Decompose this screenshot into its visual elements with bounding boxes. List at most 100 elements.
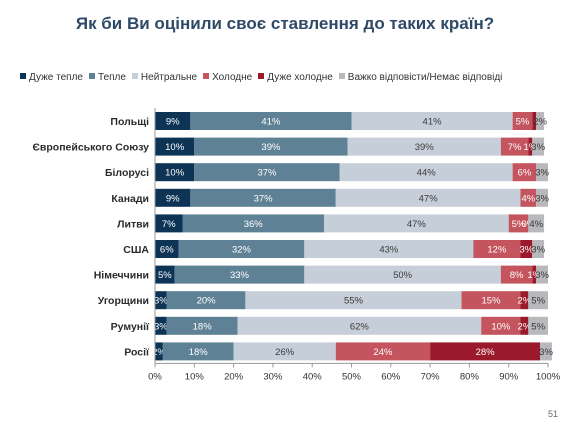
bar-segment [528, 137, 533, 156]
bar-segment [155, 112, 191, 130]
legend-item: Дуже тепле [20, 72, 83, 83]
bar-segment [536, 112, 545, 130]
data-label: 15% [482, 296, 502, 307]
data-label: 9% [166, 193, 180, 204]
data-label: 18% [193, 321, 213, 332]
legend-label: Дуже тепле [29, 72, 83, 83]
data-label: 3% [535, 193, 549, 204]
data-label: 50% [393, 270, 413, 281]
bar-segment [520, 316, 529, 335]
bar-segment [500, 265, 533, 284]
data-label: 55% [344, 296, 364, 307]
bar-segment [536, 163, 548, 182]
bar-segment [323, 214, 509, 233]
data-label: 39% [415, 142, 435, 153]
legend-item: Важко відповісти/Немає відповіді [338, 72, 502, 83]
data-label: 1% [527, 270, 541, 281]
data-label: 2% [152, 347, 166, 358]
x-tick-label: 30% [263, 371, 283, 382]
category-label: Білорусі [105, 167, 149, 179]
data-label: 43% [379, 245, 399, 256]
data-label: 28% [476, 347, 496, 358]
data-label: 20% [197, 296, 217, 307]
category-label: Румунії [111, 321, 150, 333]
legend-label: Тепле [97, 72, 126, 83]
x-tick-label: 80% [460, 371, 480, 382]
bar-segment [155, 240, 179, 258]
data-label: 1% [523, 142, 537, 153]
data-label: 3% [535, 270, 549, 281]
page-number: 51 [547, 409, 558, 419]
data-label: 7% [162, 219, 176, 230]
data-label: 10% [165, 168, 185, 179]
x-tick-label: 50% [342, 371, 362, 382]
bar-segment [166, 316, 238, 335]
data-label: 2% [518, 321, 532, 332]
bar-segment [190, 188, 336, 207]
x-tick-label: 10% [185, 371, 205, 382]
data-label: 9% [166, 117, 180, 128]
bar-segment [512, 163, 537, 182]
data-label: 39% [261, 142, 281, 153]
bar-segment [536, 265, 548, 284]
data-label: 5% [516, 117, 530, 128]
data-label: 10% [491, 321, 511, 332]
data-label: 36% [244, 219, 264, 230]
bar-segment [351, 112, 513, 130]
bar-segment [473, 240, 521, 258]
data-label: 6% [160, 245, 174, 256]
data-label: 24% [373, 347, 393, 358]
x-tick-label: 70% [421, 371, 441, 382]
data-label: 2% [518, 296, 532, 307]
data-label: 3% [531, 245, 545, 256]
x-tick-label: 20% [224, 371, 244, 382]
bar-segment [304, 240, 474, 258]
bar-segment [528, 316, 548, 335]
bar-segment [166, 291, 246, 310]
legend-item: Дуже холодне [258, 72, 333, 83]
data-label: 10% [165, 142, 185, 153]
data-label: 44% [417, 168, 437, 179]
data-label: 41% [261, 117, 281, 128]
x-tick-label: 60% [381, 371, 401, 382]
bar-segment [182, 214, 324, 233]
legend-swatch [338, 73, 345, 79]
data-label: 32% [232, 245, 252, 256]
data-label: 4% [521, 193, 535, 204]
data-label: 12% [487, 245, 507, 256]
data-label: 4% [529, 219, 543, 230]
bar-segment [245, 291, 462, 310]
bar-segment [155, 188, 191, 207]
bar-segment [500, 137, 529, 156]
data-label: 47% [419, 193, 439, 204]
category-label: Угорщини [98, 295, 149, 307]
x-tick-label: 0% [148, 371, 162, 382]
bar-segment [481, 316, 521, 335]
bar-segment [155, 316, 167, 335]
bar-segment [540, 342, 552, 361]
category-label: Польщі [110, 116, 149, 128]
bar-segment [508, 214, 529, 233]
bar-segment [520, 291, 529, 310]
bar-segment [339, 163, 513, 182]
bar-segment [430, 342, 541, 361]
bar-segment [536, 188, 548, 207]
legend-item: Тепле [88, 72, 126, 83]
bar-segment [335, 188, 521, 207]
bar-segment [194, 137, 348, 156]
bar-segment [155, 137, 195, 156]
legend-item: Нейтральне [131, 72, 197, 83]
data-label: 6% [518, 168, 532, 179]
category-label: США [123, 244, 149, 256]
data-label: 3% [531, 142, 545, 153]
data-label: 3% [154, 296, 168, 307]
bar-segment [155, 214, 183, 233]
category-label: Росії [124, 346, 150, 358]
bar-segment [304, 265, 501, 284]
data-label: 47% [407, 219, 427, 230]
bar-segment [347, 137, 501, 156]
legend-swatch [258, 73, 265, 79]
bar-segment [532, 112, 537, 130]
bar-segment [155, 342, 163, 361]
